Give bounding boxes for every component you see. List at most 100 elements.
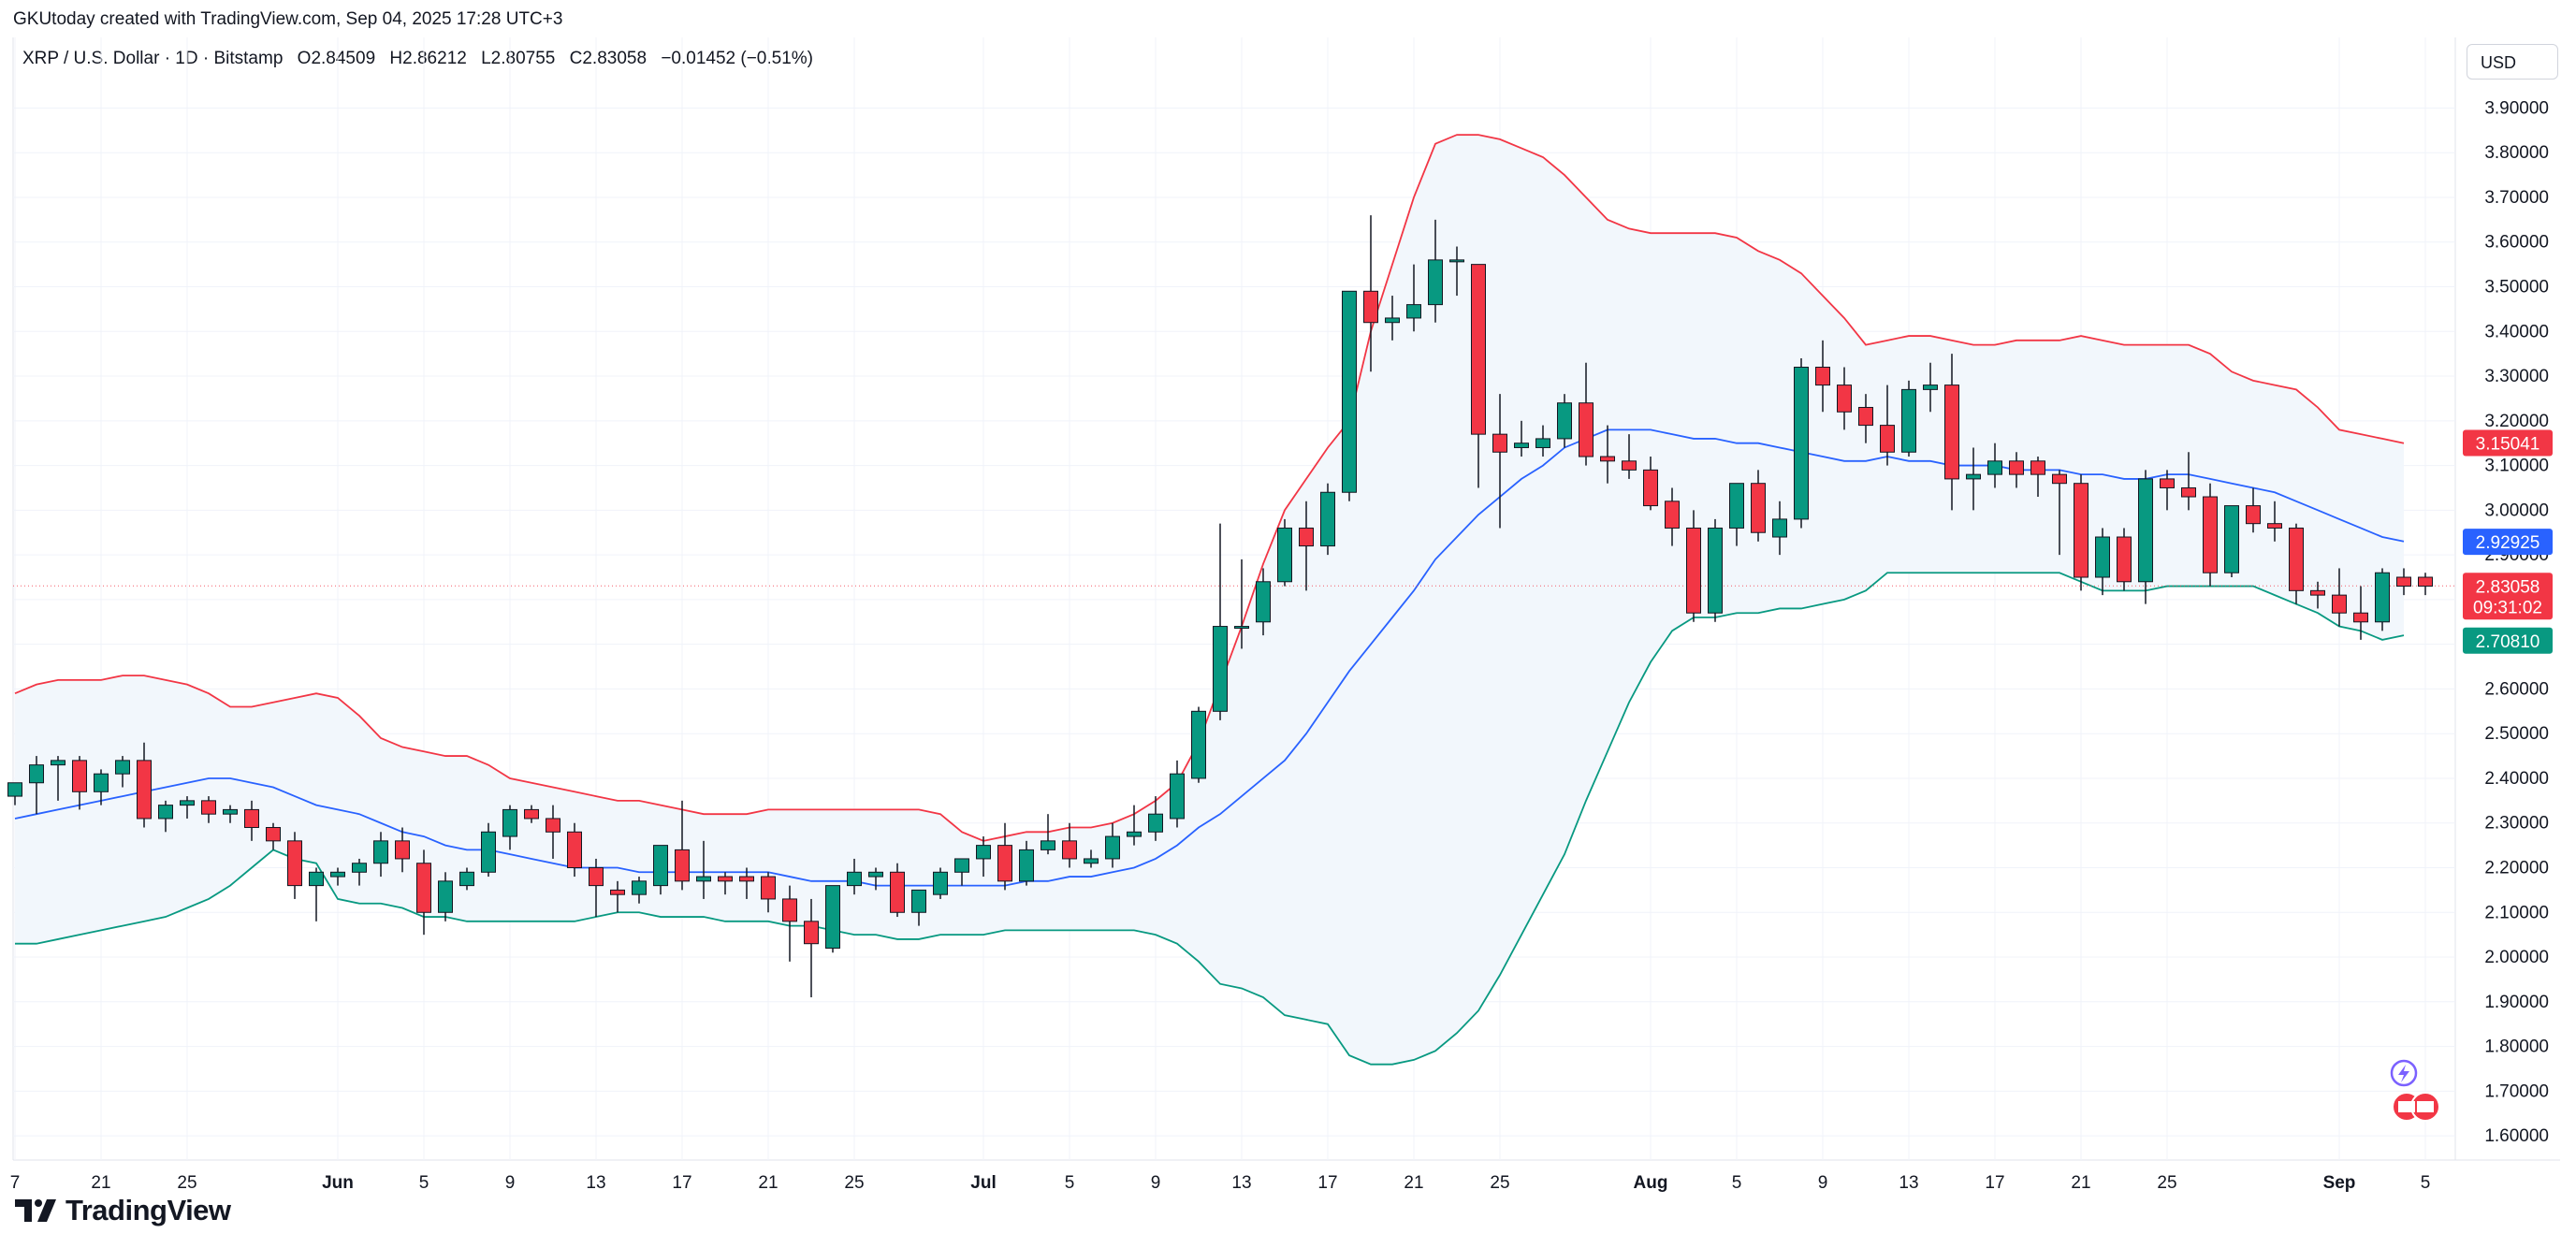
candle[interactable] <box>1342 290 1357 501</box>
candle[interactable] <box>2203 483 2218 587</box>
candle[interactable] <box>180 796 195 819</box>
candle[interactable] <box>567 822 582 878</box>
candle[interactable] <box>2353 586 2368 640</box>
candle[interactable] <box>1557 394 1572 448</box>
candle[interactable] <box>72 756 87 810</box>
candle[interactable] <box>761 872 776 913</box>
candle[interactable] <box>459 867 474 891</box>
candle[interactable] <box>330 867 345 886</box>
candle[interactable] <box>2246 487 2261 533</box>
candle[interactable] <box>1708 518 1723 622</box>
candle[interactable] <box>1686 510 1701 622</box>
candle[interactable] <box>890 863 905 918</box>
candle[interactable] <box>1062 822 1077 868</box>
tradingview-logo[interactable]: TradingView <box>15 1190 231 1231</box>
candle[interactable] <box>1449 246 1464 297</box>
candle[interactable] <box>244 800 259 841</box>
candle[interactable] <box>1772 501 1787 556</box>
candle[interactable] <box>868 867 883 891</box>
candle[interactable] <box>2310 581 2325 609</box>
candle[interactable] <box>1535 425 1550 457</box>
candle[interactable] <box>1084 849 1099 868</box>
candle[interactable] <box>610 880 625 913</box>
candle[interactable] <box>1944 354 1959 511</box>
candle[interactable] <box>1600 425 1615 484</box>
event-icons[interactable] <box>2390 1059 2440 1122</box>
candle[interactable] <box>675 800 690 891</box>
candle[interactable] <box>373 832 388 878</box>
candle[interactable] <box>2074 474 2088 591</box>
candle[interactable] <box>954 858 969 886</box>
candle[interactable] <box>1041 814 1055 855</box>
candle[interactable] <box>546 805 560 859</box>
candle[interactable] <box>1665 487 1680 546</box>
candle[interactable] <box>804 898 819 998</box>
candle[interactable] <box>1837 367 1852 430</box>
candle[interactable] <box>395 827 410 873</box>
candle[interactable] <box>223 805 238 823</box>
candle[interactable] <box>1320 483 1335 556</box>
candle[interactable] <box>1751 470 1766 542</box>
candle[interactable] <box>1966 447 1981 511</box>
candle[interactable] <box>1019 840 1034 886</box>
candle[interactable] <box>653 845 668 895</box>
candle[interactable] <box>1579 362 1594 466</box>
candle[interactable] <box>1127 805 1142 846</box>
candle[interactable] <box>1105 822 1120 868</box>
candle[interactable] <box>1148 796 1163 841</box>
candle[interactable] <box>976 836 991 878</box>
candle[interactable] <box>2138 470 2153 604</box>
candle[interactable] <box>2396 568 2411 596</box>
candle[interactable] <box>589 858 604 918</box>
candle[interactable] <box>1363 215 1378 372</box>
candle[interactable] <box>29 756 44 815</box>
candle[interactable] <box>266 822 281 850</box>
candle[interactable] <box>2375 568 2390 631</box>
candle[interactable] <box>2009 452 2024 488</box>
candle[interactable] <box>2224 505 2239 578</box>
candle[interactable] <box>1406 264 1421 332</box>
currency-button[interactable]: USD <box>2467 44 2558 80</box>
candle[interactable] <box>2267 501 2282 542</box>
candle[interactable] <box>1923 362 1938 413</box>
candle[interactable] <box>1987 443 2002 488</box>
candle[interactable] <box>2030 457 2045 498</box>
candle[interactable] <box>1858 394 1873 443</box>
candle[interactable] <box>632 877 647 904</box>
candle[interactable] <box>2160 470 2175 511</box>
candle[interactable] <box>438 872 453 921</box>
candle[interactable] <box>1428 219 1443 323</box>
candle[interactable] <box>933 867 948 899</box>
candle[interactable] <box>1385 296 1400 341</box>
candle[interactable] <box>1471 264 1486 488</box>
candle[interactable] <box>1492 394 1507 529</box>
candle[interactable] <box>825 885 840 953</box>
candle[interactable] <box>1213 523 1228 720</box>
candle[interactable] <box>1191 706 1206 783</box>
candle[interactable] <box>1299 501 1314 591</box>
candle[interactable] <box>1622 434 1637 479</box>
candle[interactable] <box>352 858 367 886</box>
candle[interactable] <box>524 805 539 823</box>
candle[interactable] <box>847 858 862 895</box>
candle[interactable] <box>1880 385 1895 466</box>
candle[interactable] <box>1234 559 1249 649</box>
candle[interactable] <box>2289 523 2304 604</box>
candle[interactable] <box>718 872 733 895</box>
candle[interactable] <box>2052 470 2067 556</box>
candle[interactable] <box>2117 528 2132 591</box>
candle[interactable] <box>2181 452 2196 511</box>
candle[interactable] <box>115 756 130 788</box>
candle[interactable] <box>51 756 65 801</box>
candle[interactable] <box>1514 420 1529 457</box>
candle[interactable] <box>739 867 754 899</box>
candle[interactable] <box>1643 457 1658 511</box>
candle[interactable] <box>1901 380 1916 457</box>
candle[interactable] <box>158 800 173 833</box>
candle[interactable] <box>997 822 1012 891</box>
candle[interactable] <box>911 889 926 926</box>
candle[interactable] <box>309 867 324 921</box>
candle[interactable] <box>502 805 517 850</box>
candle[interactable] <box>137 742 152 828</box>
